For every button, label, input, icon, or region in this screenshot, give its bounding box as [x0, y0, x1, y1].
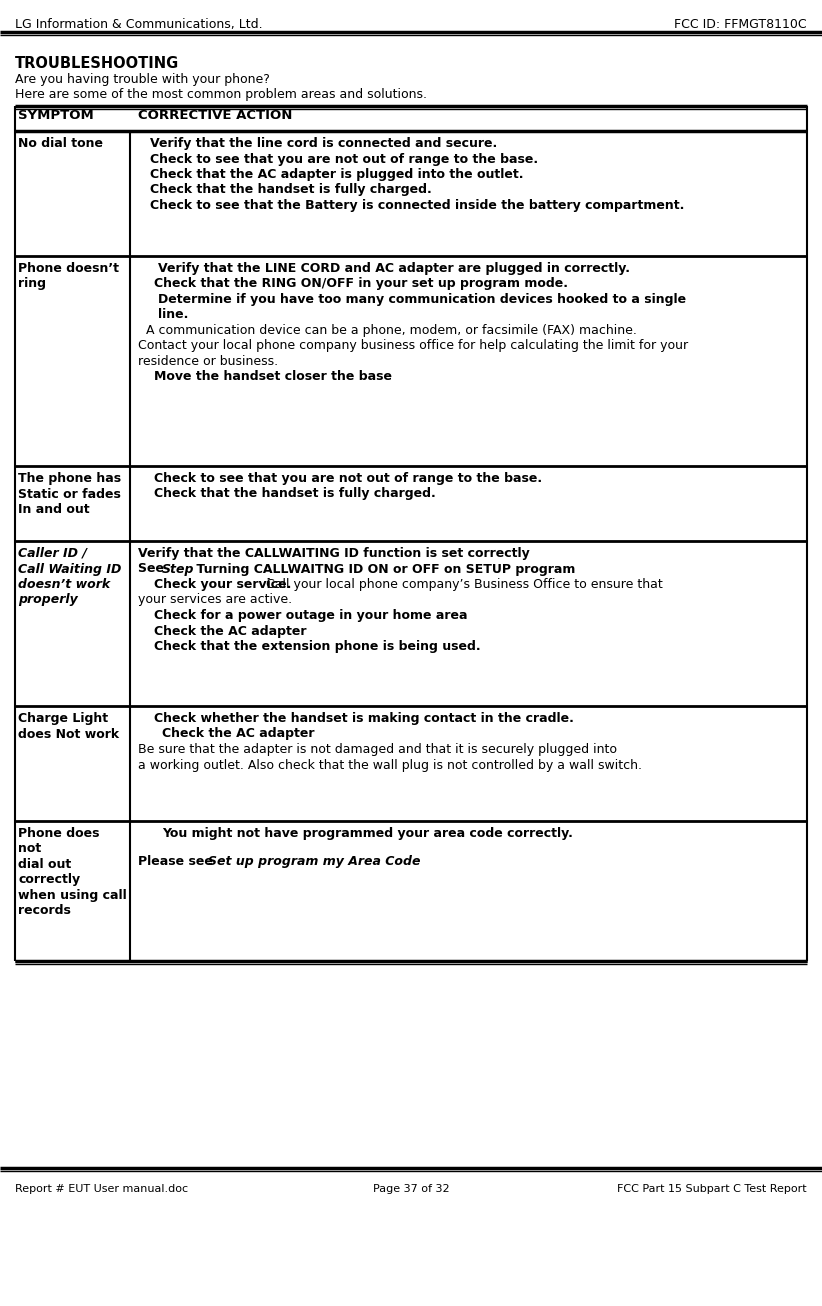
Text: TROUBLESHOOTING: TROUBLESHOOTING: [15, 56, 179, 71]
Text: residence or business.: residence or business.: [138, 355, 278, 368]
Text: The phone has: The phone has: [18, 471, 121, 485]
Text: Check for a power outage in your home area: Check for a power outage in your home ar…: [154, 609, 468, 622]
Text: Check that the handset is fully charged.: Check that the handset is fully charged.: [150, 184, 432, 196]
Text: CORRECTIVE ACTION: CORRECTIVE ACTION: [138, 108, 293, 121]
Text: Check to see that you are not out of range to the base.: Check to see that you are not out of ran…: [150, 153, 538, 166]
Text: doesn’t work: doesn’t work: [18, 579, 110, 592]
Text: Verify that the LINE CORD and AC adapter are plugged in correctly.: Verify that the LINE CORD and AC adapter…: [158, 263, 630, 276]
Text: Caller ID /: Caller ID /: [18, 547, 87, 560]
Text: In and out: In and out: [18, 503, 90, 516]
Text: when using call: when using call: [18, 889, 127, 902]
Text: not: not: [18, 842, 41, 855]
Text: Check your service.: Check your service.: [154, 579, 291, 592]
Text: LG Information & Communications, Ltd.: LG Information & Communications, Ltd.: [15, 18, 262, 31]
Text: Report # EUT User manual.doc: Report # EUT User manual.doc: [15, 1185, 188, 1194]
Text: dial out: dial out: [18, 858, 72, 871]
Text: Check the AC adapter: Check the AC adapter: [162, 727, 315, 741]
Text: ring: ring: [18, 277, 46, 290]
Text: FCC ID: FFMGT8110C: FCC ID: FFMGT8110C: [674, 18, 807, 31]
Text: Verify that the CALLWAITING ID function is set correctly: Verify that the CALLWAITING ID function …: [138, 547, 529, 560]
Text: Are you having trouble with your phone?: Are you having trouble with your phone?: [15, 73, 270, 86]
Text: Set up program my Area Code: Set up program my Area Code: [208, 855, 421, 868]
Text: a working outlet. Also check that the wall plug is not controlled by a wall swit: a working outlet. Also check that the wa…: [138, 759, 642, 772]
Text: line.: line.: [158, 308, 188, 321]
Text: Check that the extension phone is being used.: Check that the extension phone is being …: [154, 640, 481, 653]
Text: Call your local phone company’s Business Office to ensure that: Call your local phone company’s Business…: [262, 579, 663, 592]
Text: Check that the AC adapter is plugged into the outlet.: Check that the AC adapter is plugged int…: [150, 168, 524, 182]
Text: Turning CALLWAITNG ID ON or OFF on SETUP program: Turning CALLWAITNG ID ON or OFF on SETUP…: [192, 563, 575, 576]
Text: Please see: Please see: [138, 855, 217, 868]
Text: Contact your local phone company business office for help calculating the limit : Contact your local phone company busines…: [138, 340, 688, 353]
Text: Page 37 of 32: Page 37 of 32: [372, 1185, 450, 1194]
Text: No dial tone: No dial tone: [18, 137, 103, 150]
Text: FCC Part 15 Subpart C Test Report: FCC Part 15 Subpart C Test Report: [617, 1185, 807, 1194]
Text: Check whether the handset is making contact in the cradle.: Check whether the handset is making cont…: [154, 712, 574, 725]
Text: Verify that the line cord is connected and secure.: Verify that the line cord is connected a…: [150, 137, 497, 150]
Text: Check the AC adapter: Check the AC adapter: [154, 624, 307, 637]
Text: Phone does: Phone does: [18, 827, 99, 840]
Text: Here are some of the most common problem areas and solutions.: Here are some of the most common problem…: [15, 88, 427, 101]
Text: Check to see that you are not out of range to the base.: Check to see that you are not out of ran…: [154, 471, 543, 485]
Text: does Not work: does Not work: [18, 727, 119, 741]
Text: Step: Step: [162, 563, 195, 576]
Text: Static or fades: Static or fades: [18, 487, 121, 500]
Text: Determine if you have too many communication devices hooked to a single: Determine if you have too many communica…: [158, 293, 686, 306]
Text: You might not have programmed your area code correctly.: You might not have programmed your area …: [162, 827, 573, 840]
Text: See: See: [138, 563, 169, 576]
Text: SYMPTOM: SYMPTOM: [18, 108, 94, 121]
Text: A communication device can be a phone, modem, or facsimile (FAX) machine.: A communication device can be a phone, m…: [146, 324, 637, 337]
Text: correctly: correctly: [18, 874, 80, 887]
Text: Check to see that the Battery is connected inside the battery compartment.: Check to see that the Battery is connect…: [150, 199, 685, 212]
Text: Move the handset closer the base: Move the handset closer the base: [154, 371, 392, 384]
Text: Call Waiting ID: Call Waiting ID: [18, 563, 122, 576]
Text: Check that the RING ON/OFF in your set up program mode.: Check that the RING ON/OFF in your set u…: [154, 277, 568, 290]
Text: properly: properly: [18, 593, 78, 606]
Text: records: records: [18, 905, 71, 918]
Text: Be sure that the adapter is not damaged and that it is securely plugged into: Be sure that the adapter is not damaged …: [138, 743, 617, 756]
Text: Check that the handset is fully charged.: Check that the handset is fully charged.: [154, 487, 436, 500]
Text: Charge Light: Charge Light: [18, 712, 109, 725]
Text: your services are active.: your services are active.: [138, 593, 292, 606]
Text: Phone doesn’t: Phone doesn’t: [18, 263, 119, 276]
